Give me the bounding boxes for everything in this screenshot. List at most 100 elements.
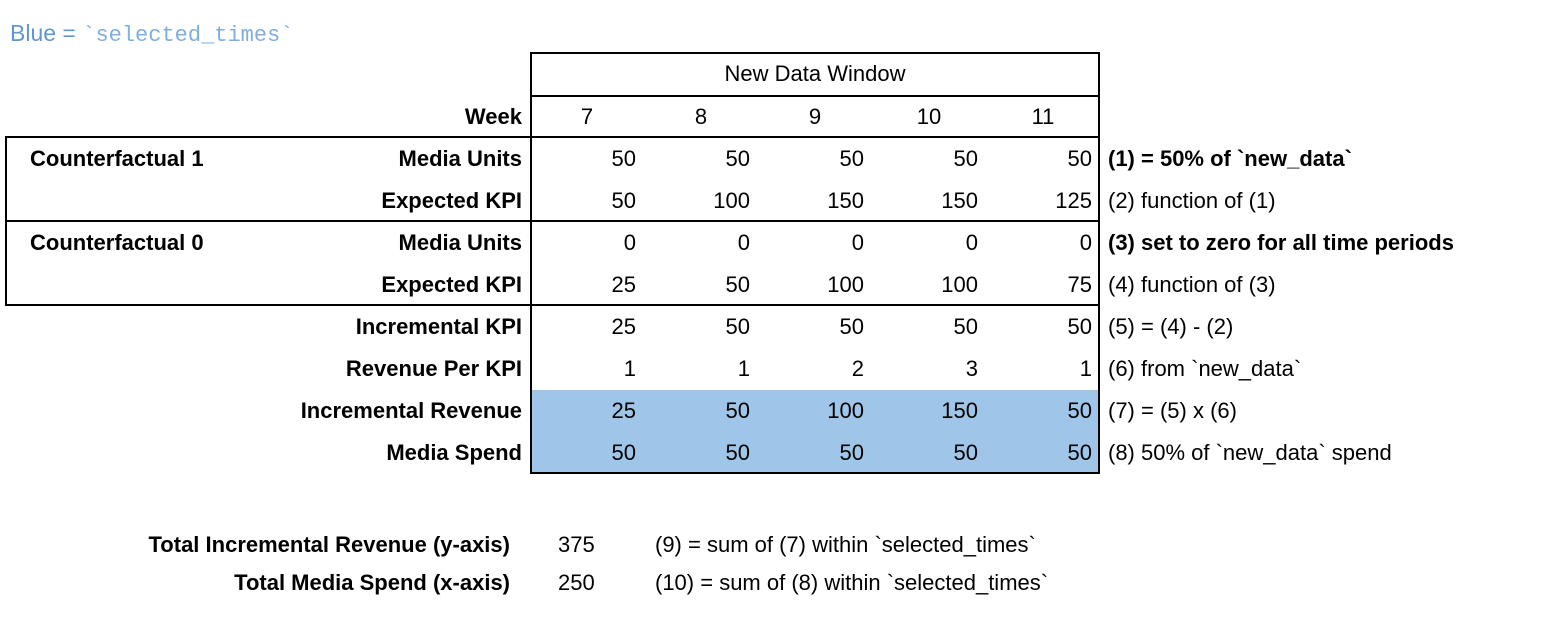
value-cell: 75 (1067, 272, 1092, 297)
value-cell: 25 (611, 398, 636, 423)
table-row-highlighted: Media Spend 50 50 50 50 50 (8) 50% of `n… (0, 432, 1544, 474)
group-label-counterfactual-1: Counterfactual 1 (30, 146, 204, 171)
table-row: Incremental KPI 25 50 50 50 50 (5) = (4)… (0, 306, 1544, 348)
row-label: Expected KPI (381, 272, 522, 297)
value-cell: 50 (611, 146, 636, 171)
row-note: (8) 50% of `new_data` spend (1108, 440, 1392, 465)
table-row: Expected KPI 25 50 100 100 75 (4) functi… (0, 264, 1544, 306)
value-cell: 50 (953, 314, 978, 339)
value-cell: 50 (1067, 440, 1092, 465)
row-cells: 50 50 50 50 50 (530, 432, 1100, 474)
row-note: (5) = (4) - (2) (1108, 314, 1234, 339)
value-cell: 125 (1055, 188, 1092, 213)
group-label-counterfactual-0: Counterfactual 0 (30, 230, 204, 255)
value-cell: 150 (827, 188, 864, 213)
row-label: Expected KPI (381, 188, 522, 213)
value-cell: 50 (839, 314, 864, 339)
value-cell: 50 (1067, 314, 1092, 339)
row-cells: 50 50 50 50 50 (530, 138, 1100, 180)
total-label: Total Incremental Revenue (y-axis) (148, 532, 511, 557)
legend-code: `selected_times` (82, 23, 294, 48)
value-cell: 50 (1067, 398, 1092, 423)
highlight-legend: Blue = `selected_times` (10, 18, 293, 51)
value-cell: 1 (623, 356, 636, 381)
table-row: Revenue Per KPI 1 1 2 3 1 (6) from `new_… (0, 348, 1544, 390)
value-cell: 3 (965, 356, 978, 381)
value-cell: 50 (611, 188, 636, 213)
value-cell: 50 (953, 440, 978, 465)
value-cell: 25 (611, 314, 636, 339)
week-cell: 8 (694, 104, 708, 129)
row-label: Media Units (398, 230, 522, 255)
value-cell: 0 (965, 230, 978, 255)
value-cell: 150 (941, 398, 978, 423)
total-label: Total Media Spend (x-axis) (234, 570, 510, 595)
week-divider-line (530, 136, 1100, 138)
row-label: Incremental Revenue (300, 398, 522, 423)
value-cell: 0 (1079, 230, 1092, 255)
value-cell: 0 (623, 230, 636, 255)
legend-prefix: Blue = (10, 20, 83, 46)
total-media-spend-row: Total Media Spend (x-axis) 250 (10) = su… (0, 562, 1544, 604)
value-cell: 50 (725, 398, 750, 423)
table-row: Media Units 0 0 0 0 0 (3) set to zero fo… (0, 222, 1544, 264)
cf0-divider-line (530, 304, 1100, 306)
value-cell: 100 (941, 272, 978, 297)
row-cells: 0 0 0 0 0 (530, 222, 1100, 264)
table-row-highlighted: Incremental Revenue 25 50 100 150 50 (7)… (0, 390, 1544, 432)
value-cell: 0 (737, 230, 750, 255)
row-note: (3) set to zero for all time periods (1108, 230, 1454, 255)
value-cell: 50 (839, 440, 864, 465)
row-label: Media Spend (386, 440, 522, 465)
value-cell: 1 (737, 356, 750, 381)
value-cell: 50 (725, 146, 750, 171)
week-cell: 10 (916, 104, 942, 129)
new-data-window-header: New Data Window (724, 61, 906, 86)
total-note: (9) = sum of (7) within `selected_times` (655, 532, 1036, 557)
row-cells: 25 50 50 50 50 (530, 306, 1100, 348)
counterfactual-0-box (5, 220, 532, 306)
value-cell: 50 (725, 272, 750, 297)
row-cells: 50 100 150 150 125 (530, 180, 1100, 222)
total-value: 250 (558, 570, 595, 595)
row-note: (4) function of (3) (1108, 272, 1276, 297)
week-row: Week 7 8 9 10 11 (0, 96, 1544, 138)
week-cell: 7 (580, 104, 594, 129)
value-cell: 50 (725, 440, 750, 465)
row-cells: 1 1 2 3 1 (530, 348, 1100, 390)
total-value: 375 (558, 532, 595, 557)
week-label: Week (464, 104, 522, 129)
row-note: (7) = (5) x (6) (1108, 398, 1237, 423)
row-label: Revenue Per KPI (345, 356, 522, 381)
value-cell: 150 (941, 188, 978, 213)
row-note: (1) = 50% of `new_data` (1108, 146, 1352, 171)
value-cell: 0 (851, 230, 864, 255)
total-incremental-revenue-row: Total Incremental Revenue (y-axis) 375 (… (0, 524, 1544, 566)
week-cell: 11 (1031, 104, 1055, 129)
value-cell: 100 (827, 398, 864, 423)
value-cell: 2 (851, 356, 864, 381)
week-cell: 9 (808, 104, 822, 129)
table-row: Expected KPI 50 100 150 150 125 (2) func… (0, 180, 1544, 222)
value-cell: 1 (1079, 356, 1092, 381)
week-cells: 7 8 9 10 11 (530, 96, 1100, 138)
value-cell: 50 (611, 440, 636, 465)
value-cell: 50 (839, 146, 864, 171)
value-cell: 50 (725, 314, 750, 339)
row-note: (6) from `new_data` (1108, 356, 1302, 381)
row-label: Media Units (398, 146, 522, 171)
total-note: (10) = sum of (8) within `selected_times… (655, 570, 1049, 595)
header-divider-line (530, 95, 1100, 97)
row-note: (2) function of (1) (1108, 188, 1276, 213)
value-cell: 25 (611, 272, 636, 297)
value-cell: 100 (713, 188, 750, 213)
cf1-divider-line (530, 220, 1100, 222)
value-cell: 50 (1067, 146, 1092, 171)
row-cells: 25 50 100 100 75 (530, 264, 1100, 306)
value-cell: 50 (953, 146, 978, 171)
row-label: Incremental KPI (355, 314, 522, 339)
table-row: Media Units 50 50 50 50 50 (1) = 50% of … (0, 138, 1544, 180)
row-cells: 25 50 100 150 50 (530, 390, 1100, 432)
selected-times-highlight (532, 390, 1098, 472)
